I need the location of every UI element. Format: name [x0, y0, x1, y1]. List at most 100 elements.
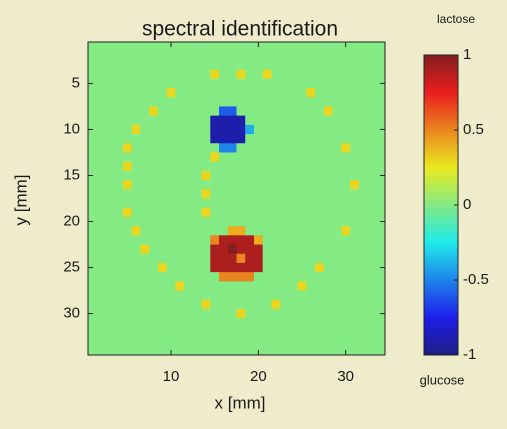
- heatmap-cell: [376, 327, 386, 337]
- heatmap-cell: [157, 170, 168, 181]
- heatmap-cell: [262, 207, 272, 218]
- heatmap-cell: [332, 134, 342, 144]
- heatmap-cell: [332, 69, 342, 80]
- heatmap-cell: [114, 152, 124, 163]
- heatmap-cell: [376, 318, 386, 328]
- heatmap-cell: [210, 345, 220, 356]
- heatmap-cell: [192, 318, 202, 328]
- heatmap-cell: [149, 51, 159, 61]
- heatmap-cell: [157, 189, 168, 199]
- heatmap-cell: [149, 299, 159, 310]
- heatmap-cell: [210, 253, 220, 264]
- heatmap-cell: [88, 244, 98, 255]
- heatmap-cell: [201, 262, 211, 273]
- heatmap-cell: [227, 318, 237, 328]
- heatmap-cell: [280, 244, 290, 255]
- heatmap-cell: [184, 262, 194, 273]
- heatmap-cell: [210, 51, 220, 61]
- heatmap-cell: [341, 299, 351, 310]
- heatmap-cell: [114, 180, 124, 190]
- heatmap-cell: [131, 244, 141, 255]
- heatmap-cell: [192, 124, 202, 135]
- heatmap-cell: [332, 308, 342, 319]
- heatmap-cell: [358, 308, 368, 319]
- plot-frame: [87, 41, 386, 356]
- heatmap-cell: [131, 78, 141, 89]
- heatmap-cell: [166, 272, 176, 282]
- heatmap-cell: [376, 272, 386, 282]
- heatmap-cell: [114, 161, 124, 172]
- heatmap-cell: [262, 180, 272, 190]
- heatmap-cell: [131, 299, 141, 310]
- heatmap-cell: [376, 115, 386, 126]
- heatmap-cell: [192, 235, 202, 245]
- heatmap-cell: [306, 299, 316, 310]
- heatmap-cell: [192, 207, 202, 218]
- heatmap-cell: [227, 207, 237, 218]
- heatmap-cell: [105, 327, 115, 337]
- heatmap-cell: [297, 290, 307, 301]
- heatmap-cell: [245, 51, 255, 61]
- heatmap-cell: [271, 42, 281, 52]
- heatmap-cell: [288, 97, 299, 107]
- heatmap-cell: [306, 189, 316, 199]
- heatmap-cell: [140, 69, 150, 80]
- heatmap-cell: [88, 115, 98, 126]
- heatmap-cell: [88, 106, 98, 117]
- heatmap-cell: [131, 124, 141, 135]
- heatmap-cell: [236, 207, 246, 218]
- colorbar-top-label: lactose: [437, 12, 475, 26]
- heatmap-cell: [96, 235, 106, 245]
- heatmap-cell: [236, 143, 246, 153]
- heatmap-cell: [184, 216, 194, 227]
- heatmap-cell: [271, 161, 281, 172]
- heatmap-cell: [367, 216, 377, 227]
- heatmap-cell: [297, 106, 307, 117]
- heatmap-cell: [253, 226, 264, 236]
- heatmap-cell: [358, 318, 368, 328]
- heatmap-cell: [315, 97, 325, 107]
- heatmap-cell: [166, 97, 176, 107]
- heatmap-cell: [184, 51, 194, 61]
- heatmap-cell: [376, 198, 386, 209]
- heatmap-cell: [105, 253, 115, 264]
- heatmap-cell: [114, 253, 124, 264]
- heatmap-cell: [166, 180, 176, 190]
- heatmap-cell: [227, 235, 237, 245]
- heatmap-cell: [358, 180, 368, 190]
- heatmap-cell: [341, 60, 351, 71]
- heatmap-cell: [175, 226, 185, 236]
- heatmap-cell: [149, 69, 159, 80]
- heatmap-cell: [175, 308, 185, 319]
- heatmap-cell: [288, 327, 299, 337]
- heatmap-cell: [271, 272, 281, 282]
- heatmap-cell: [358, 216, 368, 227]
- heatmap-cell: [227, 60, 237, 71]
- heatmap-cell: [219, 207, 229, 218]
- heatmap-cell: [236, 106, 246, 117]
- heatmap-cell: [332, 290, 342, 301]
- heatmap-cell: [341, 69, 351, 80]
- heatmap-cell: [184, 170, 194, 181]
- heatmap-cell: [131, 290, 141, 301]
- heatmap-cell: [219, 180, 229, 190]
- heatmap-cell: [236, 170, 246, 181]
- heatmap-cell: [157, 69, 168, 80]
- heatmap-cell: [358, 106, 368, 117]
- heatmap-cell: [236, 216, 246, 227]
- heatmap-cell: [105, 152, 115, 163]
- heatmap-cell: [358, 253, 368, 264]
- heatmap-cell: [219, 189, 229, 199]
- heatmap-cell: [297, 235, 307, 245]
- heatmap-cell: [358, 336, 368, 347]
- heatmap-cell: [201, 152, 211, 163]
- heatmap-cell: [367, 161, 377, 172]
- heatmap-cell: [157, 272, 168, 282]
- heatmap-cell: [323, 60, 333, 71]
- heatmap-cell: [245, 281, 255, 291]
- heatmap-cell: [245, 78, 255, 89]
- heatmap-cell: [271, 170, 281, 181]
- heatmap-cell: [315, 226, 325, 236]
- heatmap-cell: [236, 97, 246, 107]
